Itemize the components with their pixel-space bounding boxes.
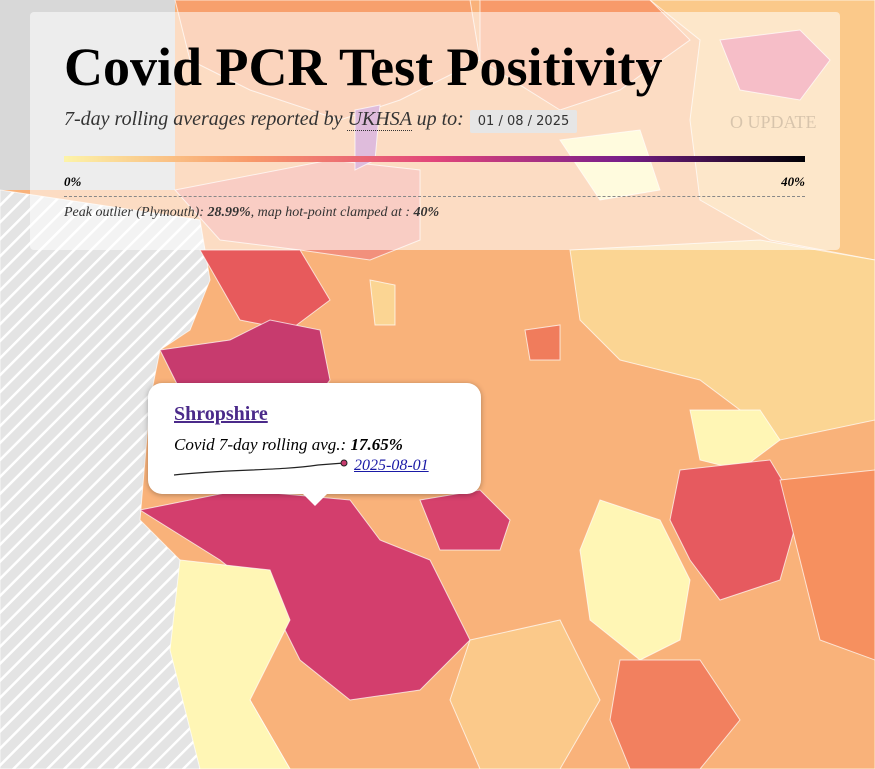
region bbox=[779, 469, 875, 661]
sea bbox=[0, 189, 291, 769]
region bbox=[609, 659, 741, 769]
legend-tick: 40% bbox=[781, 174, 805, 189]
area-link[interactable]: Shropshire bbox=[174, 403, 268, 425]
legend-tick: 0% bbox=[64, 174, 82, 189]
note: Peak outlier (Plymouth): 28.99%, map hot… bbox=[64, 205, 439, 221]
update-button[interactable]: O UPDATE bbox=[730, 112, 817, 132]
region bbox=[169, 559, 291, 769]
sparkline-dot bbox=[340, 459, 348, 467]
region bbox=[524, 324, 561, 361]
subtitle-text: up to: bbox=[416, 108, 464, 130]
note-value: 28.99% bbox=[207, 205, 251, 220]
note-text: Peak outlier (Plymouth): bbox=[64, 205, 204, 220]
sparkline-line bbox=[173, 462, 345, 476]
metric-label: Covid 7-day rolling avg.: bbox=[174, 435, 347, 454]
title: Covid PCR Test Positivity bbox=[64, 37, 663, 97]
region bbox=[199, 249, 331, 331]
date-input[interactable]: 01 / 08 / 2025 bbox=[469, 110, 578, 133]
source-link[interactable]: UKHSA bbox=[347, 108, 412, 131]
region bbox=[579, 499, 691, 661]
subtitle: 7-day rolling averages reported by UKHSA… bbox=[64, 108, 578, 133]
region bbox=[449, 619, 601, 769]
metric-value: 17.65% bbox=[350, 435, 403, 454]
date-link[interactable]: 2025-08-01 bbox=[354, 457, 429, 474]
note-text: , map hot-point clamped at : bbox=[250, 205, 411, 220]
sparkline bbox=[173, 459, 348, 476]
tooltip: Shropshire Covid 7-day rolling avg.: 17.… bbox=[148, 383, 481, 506]
region bbox=[669, 459, 801, 601]
region bbox=[689, 409, 781, 471]
legend-gradient bbox=[64, 156, 805, 162]
note-value: 40% bbox=[413, 205, 440, 220]
header-panel: Covid PCR Test Positivity O UPDATE 7-day… bbox=[30, 12, 840, 250]
region bbox=[369, 279, 396, 326]
divider bbox=[64, 196, 805, 197]
metric: Covid 7-day rolling avg.: 17.65% bbox=[174, 435, 403, 455]
subtitle-text: 7-day rolling averages reported by bbox=[64, 108, 343, 130]
